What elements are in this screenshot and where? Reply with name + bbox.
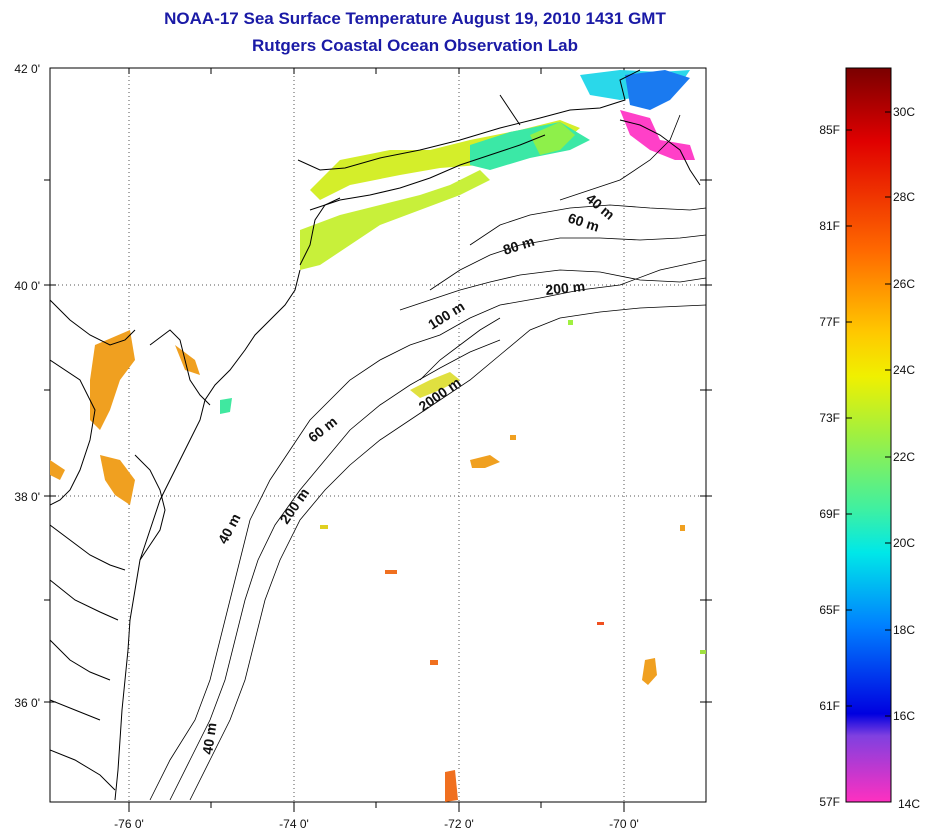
colorbar-c-label: 22C [893, 450, 915, 464]
lat-labels: 42 0' 40 0' 38 0' 36 0' [14, 62, 40, 710]
colorbar-f-label: 85F [819, 123, 840, 137]
map-frame [49, 67, 707, 803]
colorbar-c-label: 20C [893, 536, 915, 550]
colorbar-c-label: 14C [898, 797, 920, 811]
map-title: NOAA-17 Sea Surface Temperature August 1… [164, 9, 666, 28]
depth-label: 40 m [199, 722, 219, 756]
coastlines [50, 69, 701, 801]
colorbar-c-label: 26C [893, 277, 915, 291]
lat-label: 42 0' [14, 62, 40, 76]
lon-label: -70 0' [609, 817, 639, 831]
frame-ticks [44, 68, 712, 812]
colorbar-c-label: 24C [893, 363, 915, 377]
lon-label: -76 0' [114, 817, 144, 831]
lon-label: -72 0' [444, 817, 474, 831]
sst-patches [50, 70, 706, 802]
lon-label: -74 0' [279, 817, 309, 831]
colorbar-f-label: 57F [819, 795, 840, 809]
colorbar-gradient [845, 67, 892, 803]
lat-label: 40 0' [14, 279, 40, 293]
colorbar-f-label: 65F [819, 603, 840, 617]
colorbar-c-label: 30C [893, 105, 915, 119]
graticule [50, 68, 706, 802]
bathymetry-contours [149, 114, 706, 801]
colorbar-f-label: 69F [819, 507, 840, 521]
lat-label: 38 0' [14, 490, 40, 504]
colorbar-f-label: 73F [819, 411, 840, 425]
lat-label: 36 0' [14, 696, 40, 710]
colorbar-f-label: 61F [819, 699, 840, 713]
colorbar: 85F 81F 77F 73F 69F 65F 61F 57F 30C 28C … [819, 67, 920, 811]
colorbar-f-label: 81F [819, 219, 840, 233]
colorbar-c-label: 28C [893, 190, 915, 204]
map-subtitle: Rutgers Coastal Ocean Observation Lab [252, 36, 578, 55]
colorbar-c-label: 16C [893, 709, 915, 723]
colorbar-c-label: 18C [893, 623, 915, 637]
depth-label: 200 m [545, 278, 586, 298]
lon-labels: -76 0' -74 0' -72 0' -70 0' [114, 817, 639, 831]
colorbar-f-label: 77F [819, 315, 840, 329]
